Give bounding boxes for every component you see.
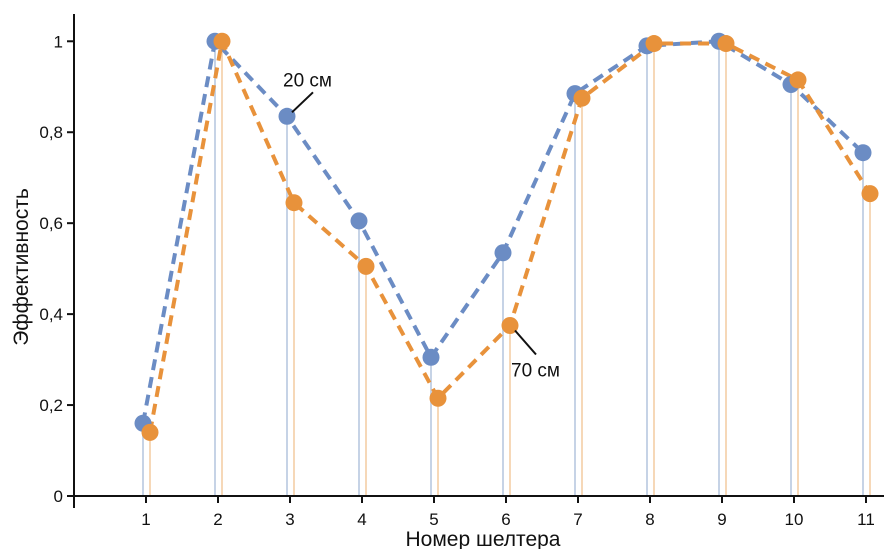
data-point (278, 107, 296, 125)
x-tick-label: 5 (429, 510, 438, 529)
data-point (422, 348, 440, 366)
x-tick-label: 8 (645, 510, 654, 529)
data-point (501, 316, 519, 334)
data-markers (134, 32, 879, 441)
annotation-label: 70 см (511, 360, 560, 381)
x-tick-label: 7 (573, 510, 582, 529)
x-axis-title: Номер шелтера (406, 528, 561, 549)
data-point (213, 32, 231, 50)
data-point (717, 35, 735, 53)
annotations: 20 см 70 см (283, 70, 560, 381)
data-point (573, 89, 591, 107)
axes (73, 14, 884, 508)
data-point (357, 257, 375, 275)
y-tick-label: 0,8 (39, 123, 63, 142)
x-tick-label: 1 (141, 510, 150, 529)
drop-lines (142, 41, 871, 496)
y-tick-label: 0,2 (39, 396, 63, 415)
series-lines (141, 39, 872, 433)
x-tick-label: 10 (785, 510, 804, 529)
x-tick-label: 9 (717, 510, 726, 529)
y-tick-label: 0,6 (39, 214, 63, 233)
data-point (789, 71, 807, 89)
data-point (429, 389, 447, 407)
x-tick-label: 4 (357, 510, 366, 529)
y-tick-label: 0 (54, 487, 63, 506)
x-tick-label: 11 (857, 510, 875, 529)
data-point (854, 144, 872, 162)
ticks: 00,20,40,60,811 2 3 4 5 6 7 8 9 10 11 (39, 32, 874, 529)
annotation-leader (291, 91, 314, 114)
annotation-label: 20 см (283, 70, 332, 91)
data-point (645, 35, 663, 53)
data-point (350, 212, 368, 230)
x-tick-label: 2 (213, 510, 222, 529)
y-tick-label: 1 (54, 32, 63, 51)
y-tick-label: 0,4 (39, 305, 63, 324)
data-point (494, 244, 512, 262)
y-axis-title: Эффективность (10, 188, 33, 346)
x-tick-label: 6 (501, 510, 510, 529)
annotation-leader (514, 329, 537, 356)
data-point (285, 194, 303, 212)
data-point (861, 185, 879, 203)
x-tick-label: 3 (285, 510, 294, 529)
data-point (141, 423, 159, 441)
